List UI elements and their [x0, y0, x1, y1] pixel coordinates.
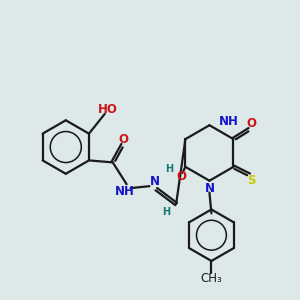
Text: H: H	[162, 207, 170, 217]
Text: H: H	[166, 164, 174, 174]
Text: N: N	[204, 182, 214, 195]
Text: S: S	[247, 174, 256, 187]
Text: HO: HO	[98, 103, 118, 116]
Text: O: O	[118, 133, 129, 146]
Text: NH: NH	[115, 184, 135, 198]
Text: NH: NH	[219, 115, 239, 128]
Text: CH₃: CH₃	[201, 272, 222, 285]
Text: N: N	[150, 175, 160, 188]
Text: O: O	[246, 117, 256, 130]
Text: O: O	[176, 170, 187, 183]
